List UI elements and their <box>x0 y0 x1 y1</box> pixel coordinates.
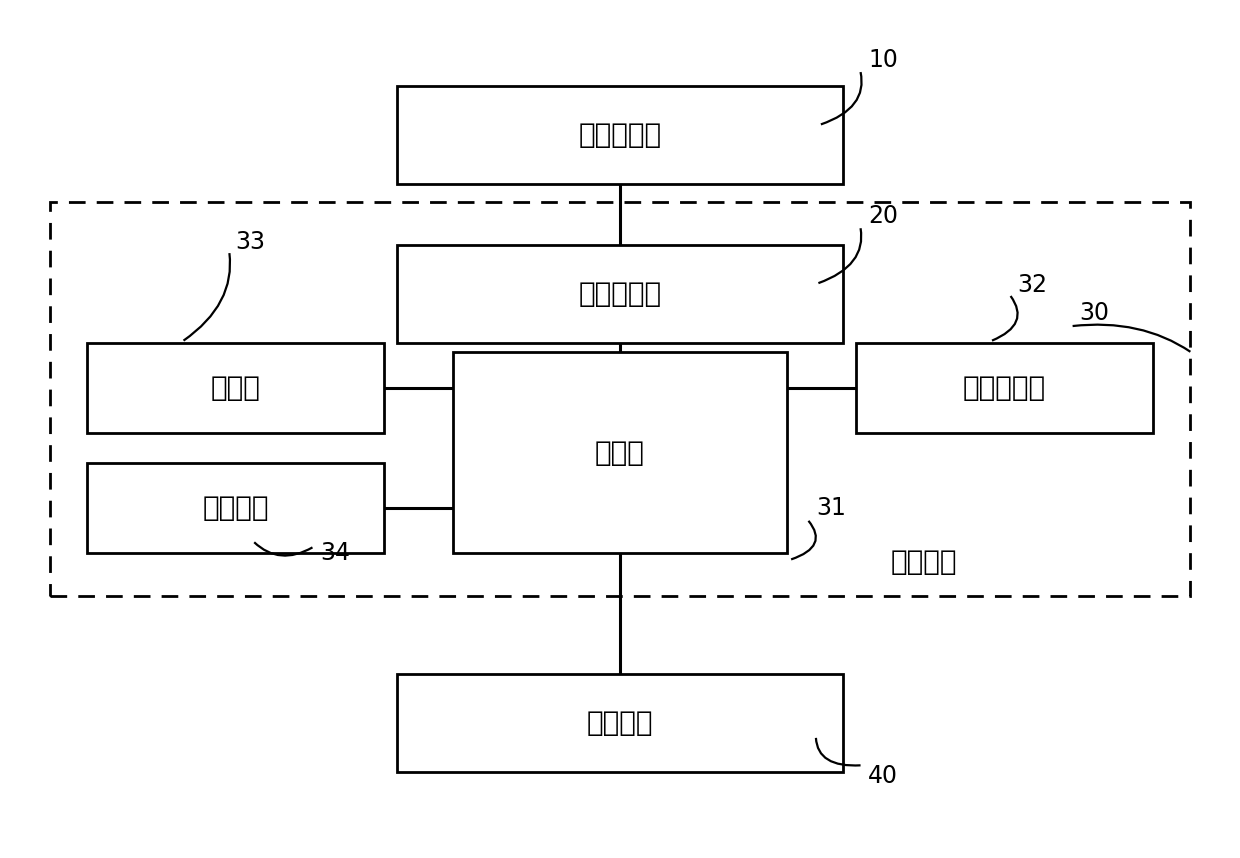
Text: 10: 10 <box>868 48 898 72</box>
Bar <box>397 86 843 184</box>
Text: 温度传感器: 温度传感器 <box>962 374 1047 402</box>
Bar <box>397 674 843 772</box>
Text: 导压件: 导压件 <box>595 438 645 467</box>
Bar <box>50 202 1190 596</box>
Text: 32: 32 <box>1017 273 1047 297</box>
Text: 控制器: 控制器 <box>211 374 260 402</box>
Text: 31: 31 <box>816 496 846 520</box>
Text: 差压变送器: 差压变送器 <box>578 280 662 308</box>
Bar <box>453 352 787 553</box>
Text: 40: 40 <box>868 764 898 789</box>
Text: 33: 33 <box>236 230 265 254</box>
Bar <box>397 245 843 343</box>
Text: 流量计算仪: 流量计算仪 <box>578 121 662 149</box>
Text: 30: 30 <box>1079 301 1109 325</box>
Bar <box>87 343 384 433</box>
Text: 导压装置: 导压装置 <box>890 548 957 576</box>
Text: 加热装置: 加热装置 <box>202 494 269 523</box>
Text: 取压装置: 取压装置 <box>587 709 653 737</box>
Bar <box>87 463 384 553</box>
Text: 34: 34 <box>320 541 350 565</box>
Bar <box>856 343 1153 433</box>
Text: 20: 20 <box>868 204 898 228</box>
